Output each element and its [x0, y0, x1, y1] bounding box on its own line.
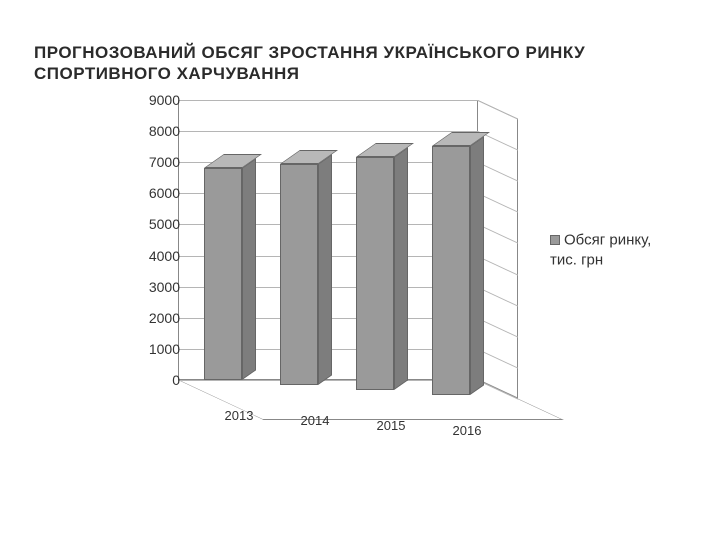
x-tick-label: 2015: [366, 418, 416, 433]
side-wall: [478, 100, 518, 399]
y-tick-label: 7000: [120, 154, 180, 170]
x-tick-label: 2013: [214, 408, 264, 423]
bar-side: [318, 154, 332, 385]
x-tick-label: 2016: [442, 423, 492, 438]
bar-front: [204, 168, 242, 380]
y-tick-label: 9000: [120, 92, 180, 108]
plot-3d: [178, 100, 518, 420]
y-tick-label: 0: [120, 372, 180, 388]
y-tick-label: 4000: [120, 248, 180, 264]
gridline: [178, 100, 478, 101]
chart-area: 0100020003000400050006000700080009000 20…: [120, 100, 680, 480]
bar-front: [280, 164, 318, 385]
y-tick-label: 8000: [120, 123, 180, 139]
y-tick-label: 5000: [120, 216, 180, 232]
bar-front: [432, 146, 470, 395]
bar-front: [356, 157, 394, 390]
gridline: [178, 131, 478, 132]
legend: Обсяг ринку, тис. грн: [550, 230, 680, 270]
chart-title: ПРОГНОЗОВАНИЙ ОБСЯГ ЗРОСТАННЯ УКРАЇНСЬКО…: [34, 42, 594, 85]
y-tick-label: 2000: [120, 310, 180, 326]
bar-side: [394, 147, 408, 390]
bar-side: [470, 136, 484, 395]
y-tick-label: 1000: [120, 341, 180, 357]
legend-label: Обсяг ринку, тис. грн: [550, 231, 651, 268]
y-tick-label: 6000: [120, 185, 180, 201]
x-tick-label: 2014: [290, 413, 340, 428]
y-tick-label: 3000: [120, 279, 180, 295]
bar-side: [242, 159, 256, 380]
legend-swatch: [550, 235, 560, 245]
